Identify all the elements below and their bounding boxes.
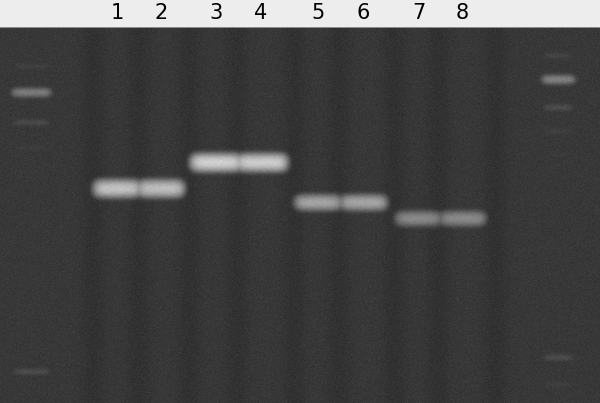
Text: 5: 5	[311, 3, 325, 23]
Text: 3: 3	[209, 3, 223, 23]
Text: 2: 2	[154, 3, 167, 23]
Text: 1: 1	[110, 3, 124, 23]
Text: 6: 6	[356, 3, 370, 23]
Text: 8: 8	[455, 3, 469, 23]
Text: 7: 7	[412, 3, 425, 23]
Text: 4: 4	[254, 3, 268, 23]
